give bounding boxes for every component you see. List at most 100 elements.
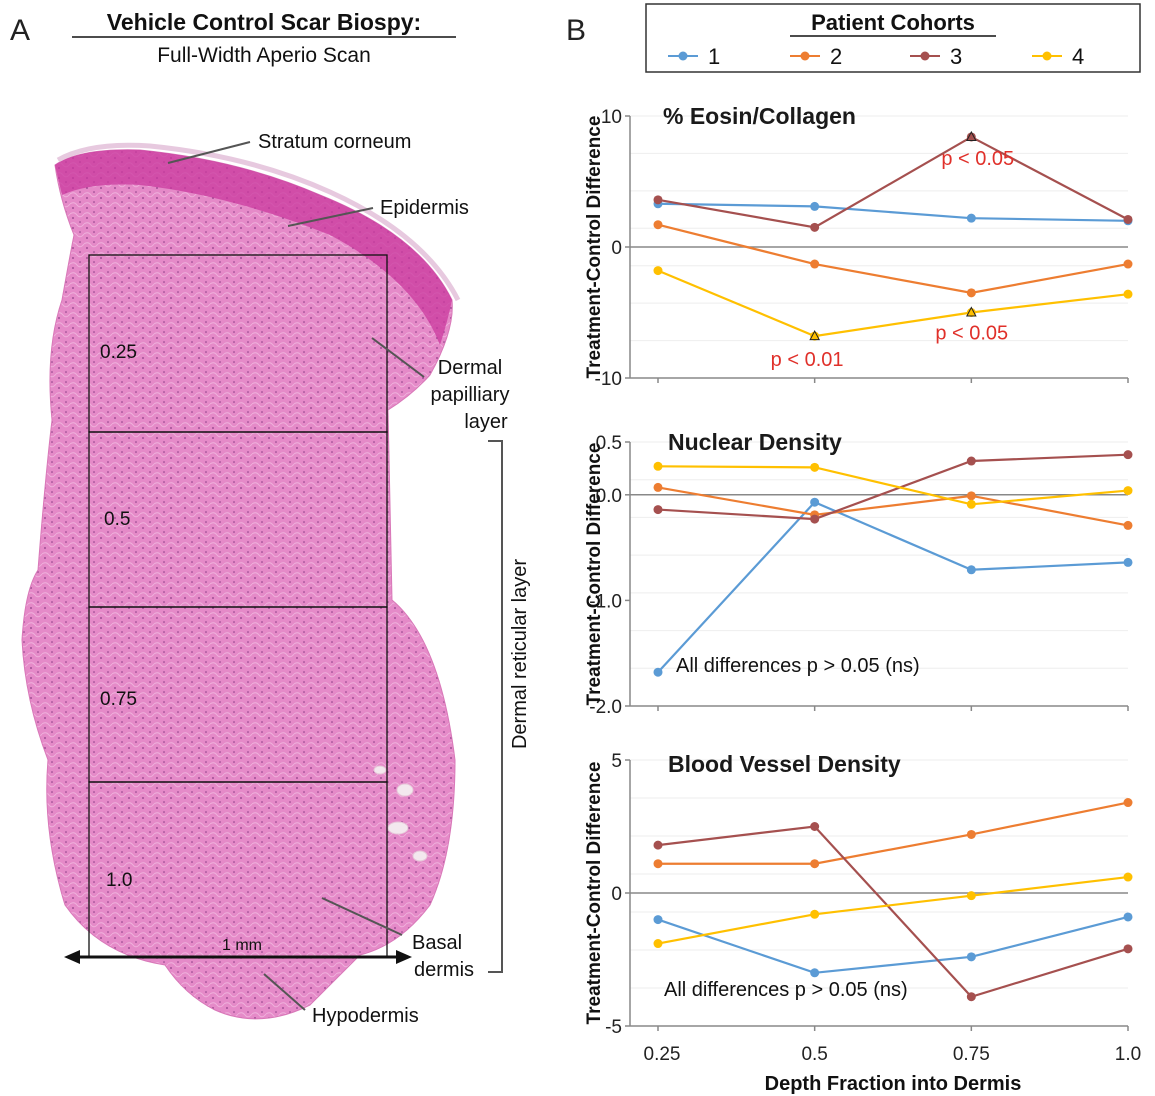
chart-title: Nuclear Density bbox=[668, 429, 842, 455]
y-tick-label: -2.0 bbox=[589, 697, 622, 718]
series-line-1 bbox=[657, 500, 1129, 673]
data-point-series-2 bbox=[1123, 259, 1133, 269]
panel-a-subtitle: Full-Width Aperio Scan bbox=[157, 44, 371, 67]
panel-a-title: Vehicle Control Scar Biospy: bbox=[107, 9, 421, 35]
data-point-series-4 bbox=[653, 461, 663, 471]
series-line-4 bbox=[657, 465, 1129, 506]
x-tick-label: 1.0 bbox=[1115, 1044, 1141, 1065]
label-dermal-papillary-3: layer bbox=[464, 411, 508, 433]
label-dermal-reticular: Dermal reticular layer bbox=[509, 559, 531, 749]
y-axis-title: Treatment-Control Difference bbox=[584, 762, 605, 1025]
depth-label-025: 0.25 bbox=[100, 342, 137, 363]
data-point-series-2 bbox=[810, 259, 820, 269]
label-dermal-papillary-1: Dermal bbox=[438, 357, 502, 379]
data-point-series-2 bbox=[966, 829, 976, 839]
depth-label-075: 0.75 bbox=[100, 689, 137, 710]
data-point-series-4 bbox=[1123, 872, 1133, 882]
tissue-annotations bbox=[167, 141, 425, 1011]
data-point-series-2 bbox=[653, 859, 663, 869]
x-tick-label: 0.25 bbox=[644, 1044, 681, 1065]
series-line-2 bbox=[657, 223, 1129, 294]
series-line-2 bbox=[657, 486, 1129, 527]
x-axis-label: Depth Fraction into Dermis bbox=[765, 1073, 1022, 1095]
scale-bar: 1 mm bbox=[64, 937, 412, 964]
significance-label: p < 0.05 bbox=[941, 148, 1014, 170]
data-point-series-1 bbox=[966, 952, 976, 962]
y-tick-label: 10 bbox=[601, 107, 622, 128]
scale-bar-label: 1 mm bbox=[222, 937, 262, 954]
series-line-3 bbox=[657, 825, 1129, 998]
y-tick-label: 0 bbox=[611, 884, 622, 905]
significance-marker bbox=[966, 130, 977, 141]
legend-box bbox=[645, 3, 1141, 73]
data-point-series-3 bbox=[810, 222, 820, 232]
legend: Patient Cohorts 1 2 3 4 bbox=[645, 3, 1141, 73]
data-point-series-4 bbox=[1123, 486, 1133, 496]
x-tick-label: 0.5 bbox=[801, 1044, 827, 1065]
data-point-series-3 bbox=[653, 195, 663, 205]
data-point-series-2 bbox=[1123, 798, 1133, 808]
data-point-series-4 bbox=[1123, 289, 1133, 299]
y-tick-label: -5 bbox=[605, 1017, 622, 1038]
significance-label: p < 0.01 bbox=[771, 349, 844, 371]
y-axis-title: Treatment-Control Difference bbox=[584, 116, 605, 379]
chart-title: Blood Vessel Density bbox=[668, 751, 901, 777]
series-line-1 bbox=[657, 202, 1129, 222]
stratum-corneum-layer bbox=[56, 142, 461, 302]
label-basal-1: Basal bbox=[412, 932, 462, 954]
series-line-1 bbox=[657, 915, 1129, 974]
data-point-series-3 bbox=[966, 992, 976, 1002]
label-hypodermis: Hypodermis bbox=[312, 1005, 419, 1027]
data-point-series-3 bbox=[810, 822, 820, 831]
data-point-series-2 bbox=[966, 288, 976, 298]
legend-marker-1 bbox=[678, 51, 688, 61]
legend-label-3: 3 bbox=[950, 44, 962, 69]
data-point-series-4 bbox=[966, 499, 976, 509]
legend-marker-4 bbox=[1042, 51, 1052, 61]
data-point-series-4 bbox=[810, 462, 820, 472]
panel-a: A Vehicle Control Scar Biospy: Full-Widt… bbox=[10, 9, 531, 1027]
data-point-series-3 bbox=[653, 505, 663, 515]
y-tick-label: -10 bbox=[595, 369, 622, 390]
significance-label: p < 0.05 bbox=[935, 323, 1008, 345]
data-point-series-4 bbox=[653, 939, 663, 949]
data-point-series-3 bbox=[1123, 944, 1133, 954]
significance-marker bbox=[966, 306, 977, 317]
depth-label-05: 0.5 bbox=[104, 509, 130, 530]
data-point-series-1 bbox=[653, 667, 663, 677]
data-point-series-3 bbox=[810, 514, 820, 524]
x-tick-label: 0.75 bbox=[953, 1044, 990, 1065]
data-point-series-2 bbox=[653, 482, 663, 492]
data-point-series-1 bbox=[810, 201, 820, 211]
label-epidermis: Epidermis bbox=[380, 197, 469, 219]
legend-items: 1 2 3 4 bbox=[668, 44, 1084, 69]
data-point-series-1 bbox=[810, 968, 820, 978]
chart-blood-vessel-density: 5 0 -5 0.25 0.5 0.75 1.0 Treatment-Control Diff… bbox=[584, 751, 1141, 1065]
label-stratum-corneum: Stratum corneum bbox=[258, 131, 411, 153]
epidermis-band bbox=[55, 149, 452, 345]
tissue-section bbox=[21, 149, 456, 1020]
y-tick-label: 0 bbox=[611, 238, 622, 259]
ns-annotation: All differences p > 0.05 (ns) bbox=[664, 979, 908, 1001]
y-axis-title: Treatment-Control Difference bbox=[584, 443, 605, 706]
series-line-4 bbox=[657, 875, 1129, 945]
series-line-4 bbox=[657, 269, 1129, 338]
legend-label-4: 4 bbox=[1072, 44, 1084, 69]
data-point-series-3 bbox=[1123, 214, 1133, 224]
depth-label-10: 1.0 bbox=[106, 870, 132, 891]
y-tick-label: 5 bbox=[611, 751, 622, 772]
series-line-3 bbox=[657, 135, 1129, 229]
y-tick-label: 0.0 bbox=[596, 486, 622, 507]
fat-vacuoles bbox=[373, 765, 428, 862]
data-point-series-1 bbox=[966, 565, 976, 575]
legend-title: Patient Cohorts bbox=[811, 10, 975, 35]
data-point-series-3 bbox=[1123, 450, 1133, 460]
y-tick-label: 0.5 bbox=[596, 433, 622, 454]
reticular-bracket bbox=[488, 440, 503, 973]
label-dermal-papillary-2: papilliary bbox=[431, 384, 510, 406]
data-point-series-4 bbox=[966, 891, 976, 901]
data-point-series-1 bbox=[1123, 912, 1133, 922]
